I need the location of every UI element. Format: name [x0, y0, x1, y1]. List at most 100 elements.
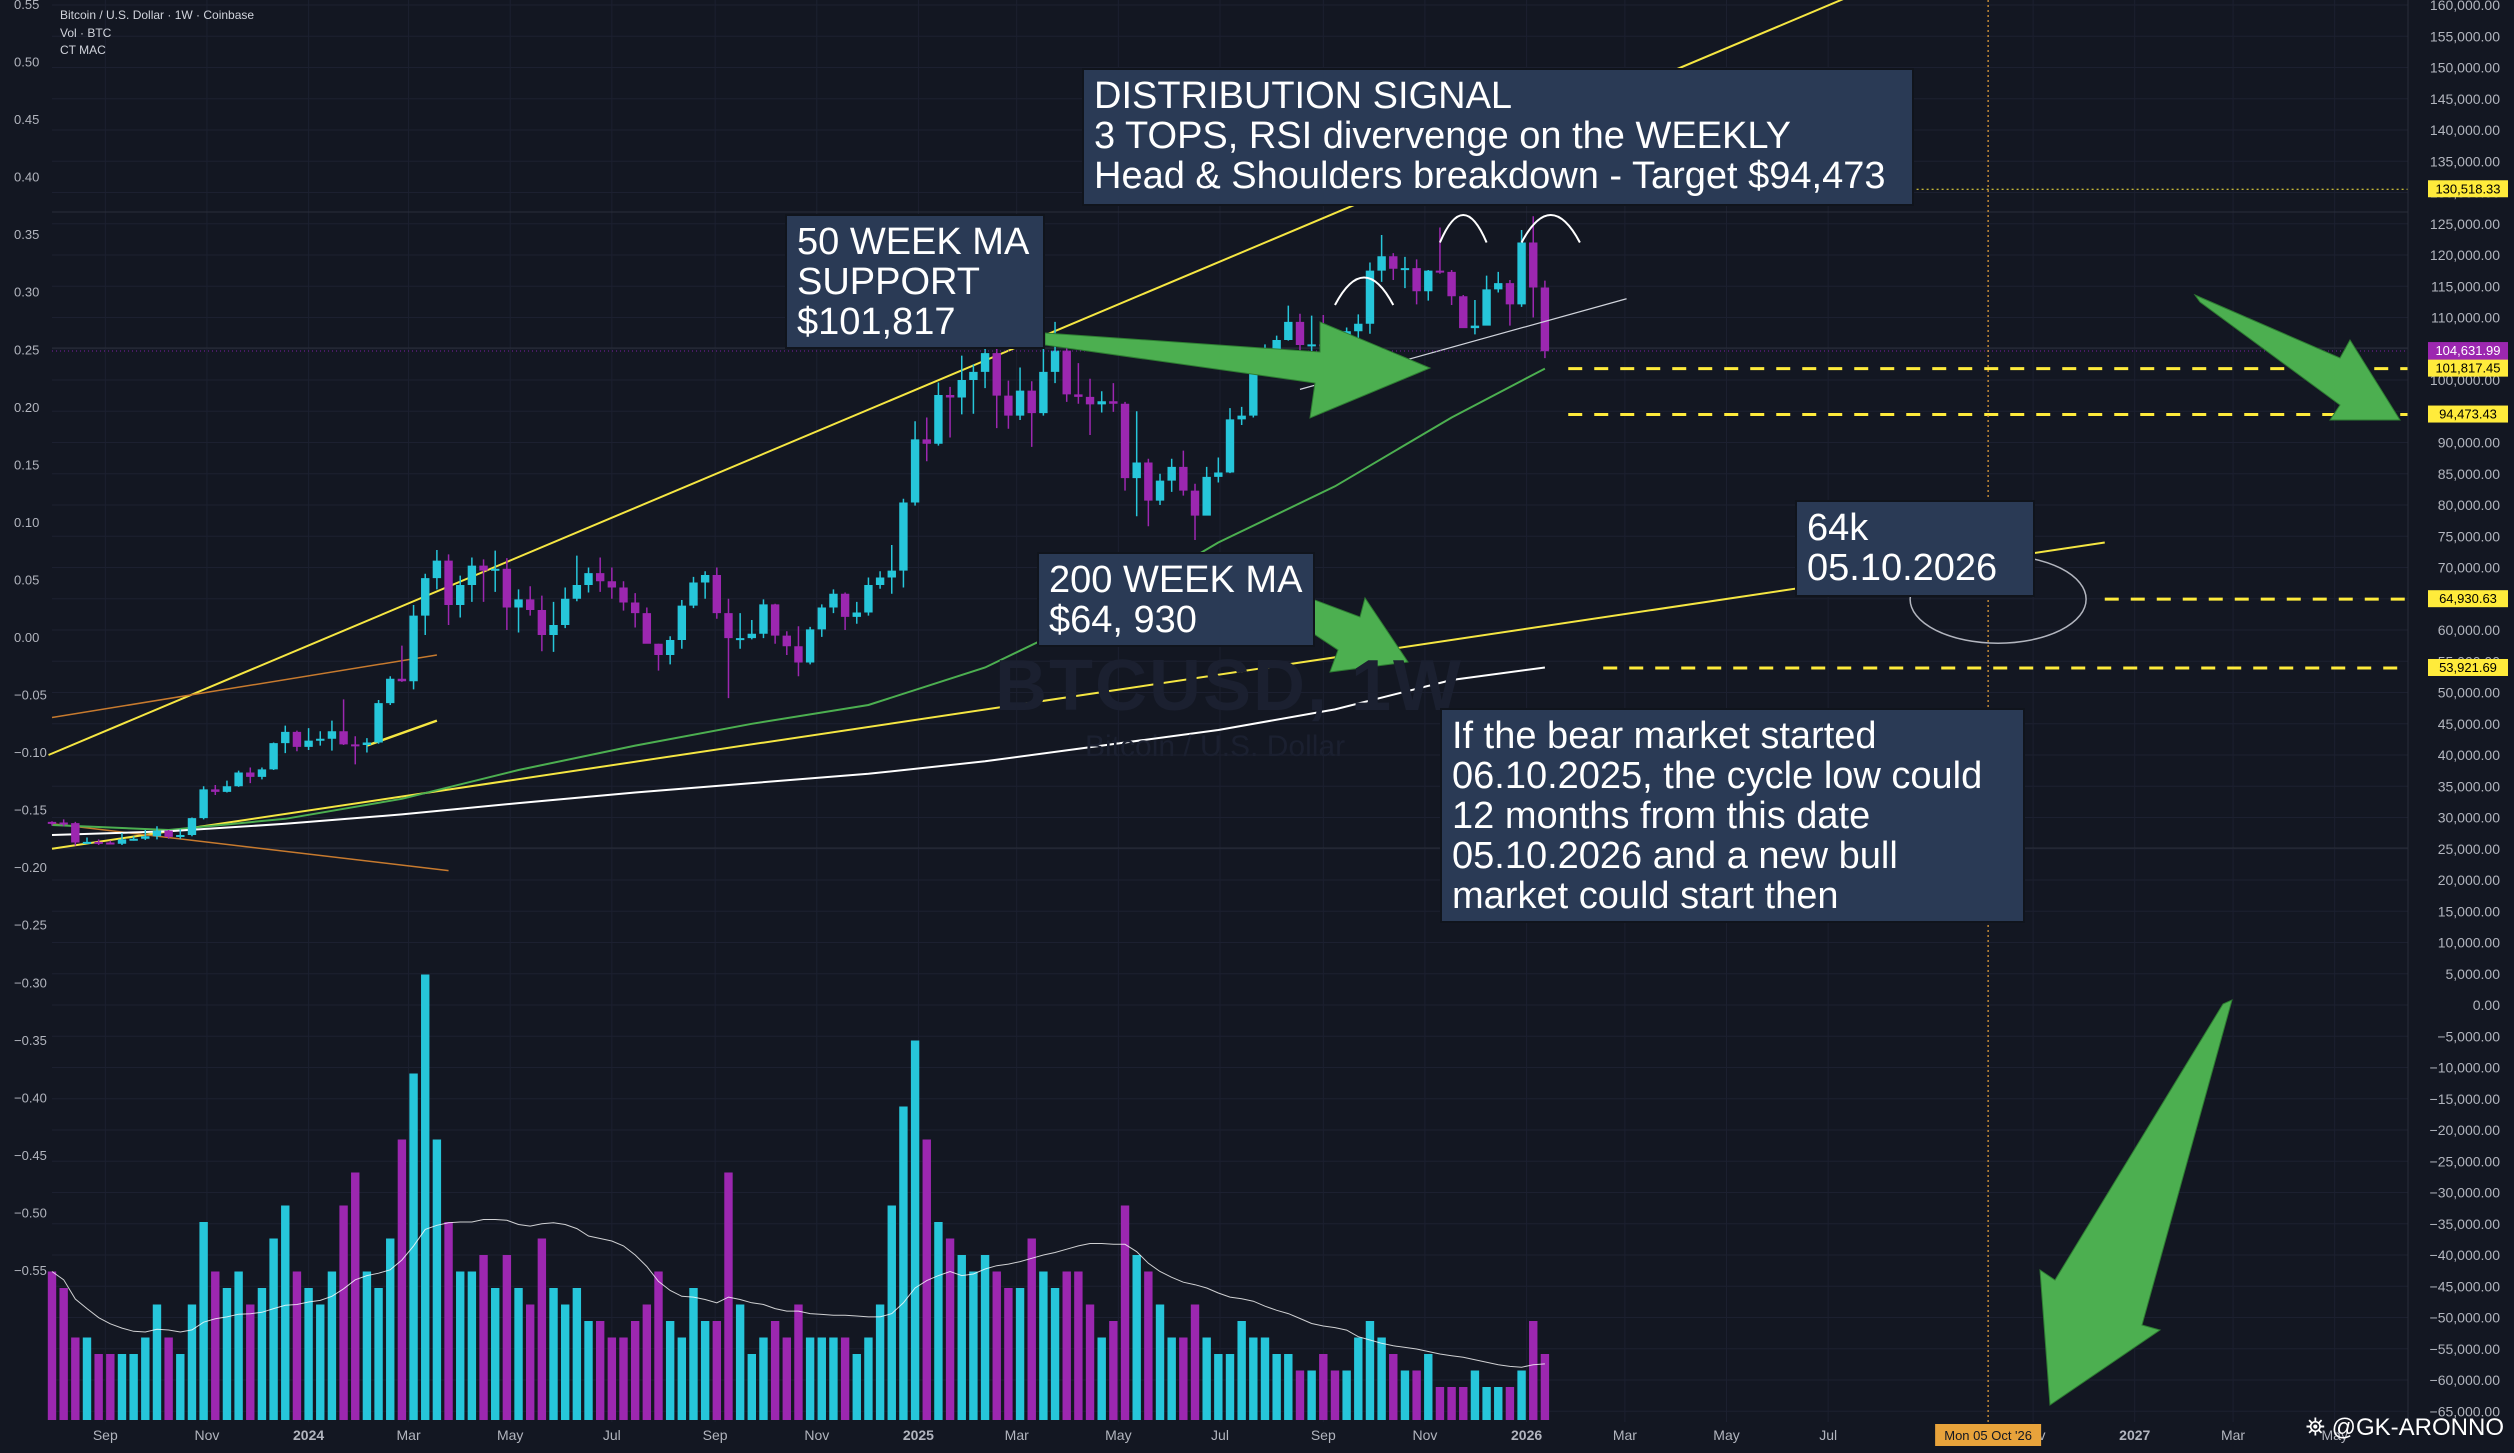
volume-bar [444, 1222, 453, 1420]
volume-bar [1307, 1370, 1316, 1420]
volume-bar [1365, 1321, 1375, 1420]
volume-bar [1284, 1354, 1293, 1420]
right-axis-tick-label: 40,000.00 [2438, 747, 2500, 763]
right-axis-tick-label: 45,000.00 [2438, 716, 2500, 732]
volume-bar [374, 1288, 383, 1420]
candle-body [1027, 390, 1036, 414]
candle-body [1272, 340, 1281, 352]
left-axis-tick-label: −0.30 [14, 975, 47, 990]
candle-body [1447, 271, 1456, 297]
volume-bar [689, 1288, 698, 1420]
candle-body [1529, 242, 1538, 288]
volume-bar [397, 1139, 407, 1420]
candle-body [1435, 270, 1445, 273]
candle-body [1190, 490, 1200, 516]
time-axis-label: Sep [703, 1427, 728, 1443]
candle-body [82, 841, 92, 844]
volume-bar [642, 1304, 652, 1420]
candle-body [1354, 323, 1363, 332]
candle-body [1004, 395, 1013, 416]
volume-bar [619, 1337, 628, 1420]
price-tag-label: 130,518.33 [2435, 181, 2500, 196]
candle-body [537, 610, 547, 635]
time-axis-label: May [497, 1427, 523, 1443]
volume-bar [770, 1321, 780, 1420]
cmac-indicator-label: CT MAC [60, 43, 106, 57]
candle-body [1505, 283, 1515, 305]
candle-body [1295, 321, 1305, 345]
right-axis-tick-label: 20,000.00 [2438, 872, 2500, 888]
candle-body [71, 823, 80, 843]
left-axis-tick-label: 0.30 [14, 285, 39, 300]
volume-bar [362, 1271, 372, 1420]
volume-bar [491, 1288, 500, 1420]
volume-bar [1389, 1354, 1398, 1420]
volume-bar [1272, 1354, 1281, 1420]
candle-body [992, 353, 1001, 396]
candle-body [1470, 325, 1480, 329]
candle-body [1225, 419, 1235, 473]
candle-body [525, 599, 535, 610]
time-axis-label: Mar [397, 1427, 421, 1443]
volume-bar [584, 1321, 593, 1420]
right-axis-tick-label: 110,000.00 [2431, 310, 2500, 326]
volume-bar [1319, 1354, 1328, 1420]
volume-bar [106, 1354, 115, 1420]
candle-body [945, 395, 955, 398]
candle-body [514, 599, 523, 608]
left-axis-tick-label: −0.20 [14, 860, 47, 875]
candle-body [199, 789, 208, 819]
left-axis-tick-label: 0.10 [14, 515, 39, 530]
candle-body [1365, 270, 1375, 324]
volume-bar [1120, 1205, 1130, 1420]
time-axis-label: Jul [1819, 1427, 1837, 1443]
candle-body [1494, 283, 1503, 290]
candle-body [969, 371, 978, 380]
right-axis-tick-label: −45,000.00 [2430, 1278, 2501, 1294]
candle-body [1132, 462, 1141, 479]
left-axis-tick-label: 0.05 [14, 572, 39, 587]
volume-bar [1377, 1337, 1386, 1420]
left-axis-tick-label: 0.35 [14, 227, 39, 242]
top-arc-middle [1439, 214, 1488, 243]
candle-body [1389, 256, 1398, 269]
volume-bar [864, 1337, 873, 1420]
distribution-signal-note: DISTRIBUTION SIGNAL 3 TOPS, RSI diverven… [1082, 68, 1914, 206]
volume-bar [735, 1304, 745, 1420]
volume-bar [665, 1321, 675, 1420]
volume-bar [969, 1271, 978, 1420]
candle-body [421, 578, 430, 616]
volume-bar [805, 1337, 815, 1420]
ticker-watermark: BTCUSD, 1W [995, 646, 1463, 726]
left-axis-tick-label: −0.05 [14, 688, 47, 703]
volume-bar [94, 1354, 103, 1420]
volume-bar [59, 1288, 68, 1420]
volume-bar [467, 1271, 477, 1420]
candle-body [1039, 371, 1048, 414]
candle-body [47, 821, 57, 824]
volume-bar [141, 1337, 150, 1420]
candle-body [374, 703, 383, 743]
volume-bar [514, 1288, 523, 1420]
candle-body [1050, 350, 1060, 372]
candle-body [560, 598, 570, 625]
candle-body [304, 740, 313, 747]
candle-body [782, 635, 791, 647]
volume-bar [456, 1271, 465, 1420]
down-arrow [2039, 999, 2233, 1406]
symbol-title: Bitcoin / U.S. Dollar · 1W · Coinbase [60, 8, 255, 22]
volume-bar [1424, 1354, 1433, 1420]
candle-body [654, 643, 663, 655]
volume-bar [852, 1354, 861, 1420]
time-axis-label: May [2321, 1427, 2347, 1443]
time-axis-label: Sep [1311, 1427, 1336, 1443]
volume-bar [211, 1271, 220, 1420]
candle-body [1109, 401, 1118, 404]
volume-bar [1330, 1370, 1340, 1420]
volume-bar [269, 1238, 278, 1420]
time-axis-label: Sep [93, 1427, 118, 1443]
candle-body [922, 439, 931, 444]
volume-bar [1015, 1288, 1025, 1420]
